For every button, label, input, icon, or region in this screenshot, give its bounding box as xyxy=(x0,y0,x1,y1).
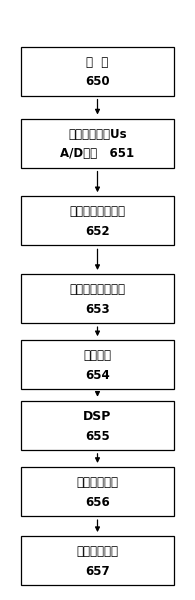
Text: 654: 654 xyxy=(85,369,110,382)
Text: 零点校验: 零点校验 xyxy=(83,349,112,362)
Bar xyxy=(21,401,174,450)
Bar xyxy=(21,196,174,245)
Bar xyxy=(21,467,174,516)
Text: 652: 652 xyxy=(85,225,110,238)
Text: 三相电压零点查找: 三相电压零点查找 xyxy=(69,205,126,218)
Bar xyxy=(21,47,174,95)
Text: 输出执行单元: 输出执行单元 xyxy=(76,476,119,489)
Text: 开  始: 开 始 xyxy=(86,56,109,69)
Text: 653: 653 xyxy=(85,303,110,316)
Text: 同步开关操作: 同步开关操作 xyxy=(76,545,119,559)
Text: A/D转换   651: A/D转换 651 xyxy=(60,148,135,160)
Bar xyxy=(21,274,174,323)
Bar xyxy=(21,536,174,585)
Text: 电网系统电压Us: 电网系统电压Us xyxy=(68,128,127,141)
Bar xyxy=(21,340,174,389)
Text: 650: 650 xyxy=(85,76,110,88)
Text: 655: 655 xyxy=(85,430,110,443)
Text: 657: 657 xyxy=(85,565,110,578)
Bar xyxy=(21,119,174,167)
Text: 656: 656 xyxy=(85,496,110,509)
Text: 同步控制时间校验: 同步控制时间校验 xyxy=(69,283,126,296)
Text: DSP: DSP xyxy=(83,410,112,423)
